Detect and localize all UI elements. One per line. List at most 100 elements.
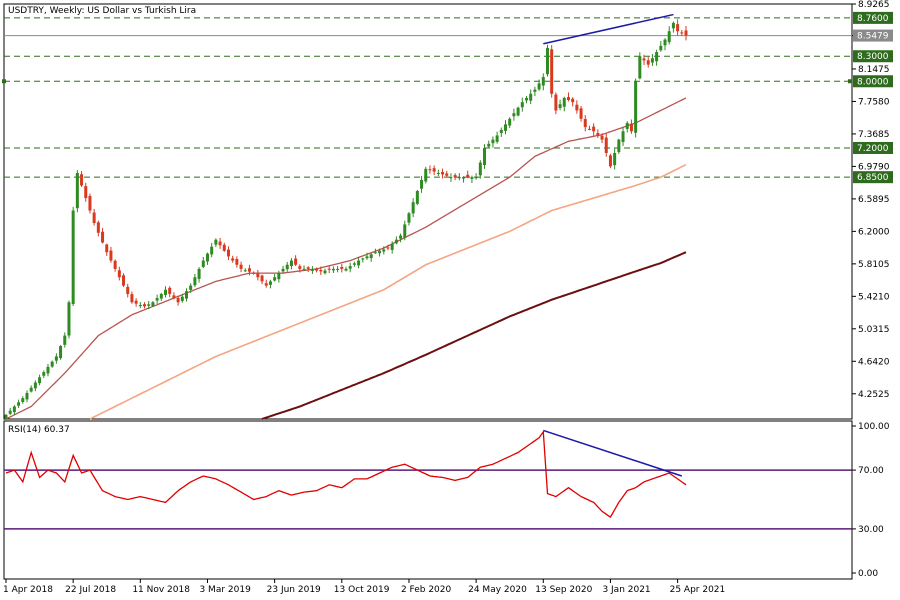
candle-body — [71, 210, 75, 305]
candle-body — [8, 410, 12, 414]
candle-body — [357, 260, 361, 266]
candle-body — [579, 108, 583, 119]
candle-body — [67, 302, 71, 336]
candle-body — [247, 268, 251, 272]
date-tick-label: 1 Apr 2018 — [3, 585, 53, 595]
candle-body — [239, 264, 243, 269]
candle-body — [214, 239, 218, 245]
level-marker-left — [2, 79, 6, 84]
candle-body — [462, 177, 466, 179]
candle-body — [17, 402, 21, 406]
candle-body — [164, 289, 168, 295]
candle-body — [571, 98, 575, 103]
candle-body — [298, 266, 302, 269]
candle-body — [256, 273, 260, 278]
candle-body — [399, 235, 403, 239]
candle-body — [667, 31, 671, 43]
candle-body — [445, 173, 449, 176]
candle-body — [105, 244, 109, 253]
candle-body — [42, 372, 46, 376]
price-tick-label: 7.7580 — [858, 97, 890, 107]
date-tick-label: 24 May 2020 — [468, 585, 527, 595]
level-label-bg-0 — [853, 11, 893, 24]
candle-body — [281, 268, 285, 272]
candle-body — [587, 128, 591, 130]
candle-body — [483, 147, 487, 166]
candle-body — [600, 135, 604, 140]
rsi-tick-label: 30.00 — [858, 525, 884, 535]
ma100-line — [89, 163, 687, 420]
candle-body — [33, 382, 37, 389]
candle-body — [25, 392, 29, 400]
candle-body — [629, 123, 633, 132]
candle-body — [117, 270, 121, 278]
candle-body — [197, 268, 201, 279]
candle-body — [336, 268, 340, 270]
candle-body — [226, 249, 230, 257]
candle-body — [604, 137, 608, 153]
candle-body — [155, 298, 159, 301]
candle-body — [96, 222, 100, 233]
candle-body — [403, 224, 407, 238]
candle-body — [193, 277, 197, 286]
date-tick-label: 25 Apr 2021 — [670, 585, 726, 595]
candle-body — [80, 174, 84, 186]
price-tick-label: 5.0315 — [858, 325, 890, 335]
candle-body — [378, 250, 382, 254]
date-tick-label: 22 Jul 2018 — [65, 585, 116, 595]
candle-body — [411, 202, 415, 214]
candle-body — [302, 268, 306, 270]
candle-body — [386, 247, 390, 249]
date-tick-label: 2 Feb 2020 — [401, 585, 452, 595]
candle-body — [541, 77, 545, 86]
candle-body — [180, 296, 184, 301]
candle-body — [252, 272, 256, 274]
candle-body — [285, 264, 289, 270]
date-tick-label: 23 Jun 2019 — [267, 585, 321, 595]
candle-body — [520, 102, 524, 108]
candle-body — [159, 293, 163, 299]
candle-body — [382, 249, 386, 252]
candle-body — [113, 260, 117, 269]
candle-body — [575, 104, 579, 111]
candle-body — [4, 414, 8, 419]
level-marker-right — [848, 79, 852, 84]
candle-body — [21, 398, 25, 402]
candle-body — [327, 268, 331, 270]
candle-body — [583, 119, 587, 128]
date-tick-label: 11 Nov 2018 — [132, 585, 190, 595]
current-price-label: 8.5479 — [857, 32, 889, 42]
price-tick-label: 8.9265 — [858, 0, 890, 10]
candle-body — [537, 83, 541, 90]
candle-body — [235, 259, 239, 265]
candle-body — [63, 335, 67, 345]
candle-body — [143, 304, 147, 307]
candle-body — [659, 45, 663, 51]
candle-body — [323, 270, 327, 274]
candle-body — [243, 270, 247, 272]
candle-body — [38, 377, 42, 384]
candle-body — [109, 250, 113, 261]
candle-body — [558, 104, 562, 109]
rsi-trendline — [543, 429, 683, 477]
trendlines — [543, 13, 674, 45]
candle-body — [277, 273, 281, 280]
candle-body — [453, 175, 457, 178]
date-tick-label: 3 Jan 2021 — [602, 585, 650, 595]
candle-body — [449, 177, 453, 179]
ma200-line — [261, 251, 687, 420]
candle-body — [436, 172, 440, 174]
candle-body — [201, 260, 205, 267]
candle-body — [54, 356, 58, 361]
price-levels — [2, 17, 852, 178]
candle-body — [512, 113, 516, 117]
candle-body — [12, 406, 16, 413]
candle-body — [478, 162, 482, 176]
date-tick-label: 3 Mar 2019 — [199, 585, 251, 595]
candle-body — [650, 58, 654, 63]
candle-body — [122, 275, 126, 286]
candle-body — [168, 287, 172, 294]
candle-body — [348, 266, 352, 269]
rsi-indicator — [4, 429, 852, 530]
candle-body — [684, 30, 688, 36]
